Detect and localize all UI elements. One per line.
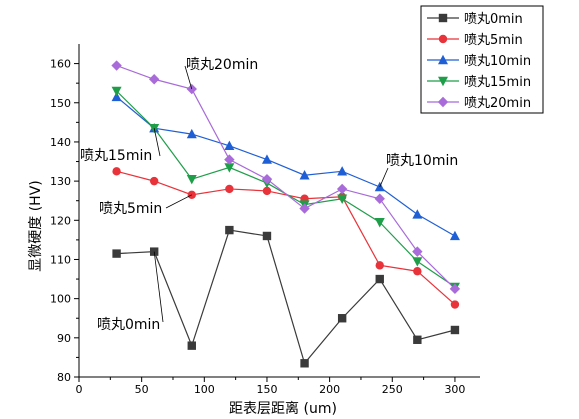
x-tick-label: 50: [135, 383, 149, 396]
data-point: [412, 209, 423, 219]
data-point: [262, 231, 272, 241]
x-tick-label: 0: [76, 383, 83, 396]
legend-marker: [438, 54, 448, 65]
legend: 喷丸0min 喷丸5min 喷丸10min 喷丸15min 喷丸20min: [420, 5, 544, 114]
annotation-leader: [379, 167, 389, 188]
data-point: [187, 341, 196, 350]
data-point: [224, 163, 235, 173]
annotation-leader: [153, 251, 164, 323]
series-line: [116, 90, 456, 288]
y-tick-label: 120: [50, 214, 71, 227]
legend-marker: [438, 13, 448, 23]
series-line: [116, 170, 456, 305]
legend-label: 喷丸20min: [464, 96, 531, 111]
annotation-label: 喷丸0min: [97, 317, 160, 333]
y-tick-label: 110: [50, 253, 71, 266]
data-point: [300, 359, 309, 368]
data-point: [261, 154, 272, 164]
annotations: 喷丸20min 喷丸15min 喷丸10min 喷丸5min 喷丸0min: [80, 57, 458, 333]
data-point: [224, 140, 235, 151]
y-tick-label: 90: [57, 332, 71, 345]
data-point: [299, 203, 310, 214]
annotation-label: 喷丸5min: [99, 201, 162, 217]
data-point: [449, 230, 460, 241]
legend-label: 喷丸5min: [464, 33, 523, 48]
legend-marker: [437, 96, 449, 108]
x-tick-label: 300: [444, 383, 465, 396]
annotation-label: 喷丸15min: [80, 148, 152, 164]
data-point: [186, 83, 197, 95]
annotation-leader: [184, 65, 193, 90]
data-point: [337, 314, 347, 323]
data-point: [299, 170, 310, 180]
data-point: [449, 283, 461, 295]
annotation-leader: [153, 128, 161, 157]
data-point: [375, 261, 384, 270]
data-point: [149, 247, 159, 256]
x-tick-label: 150: [256, 383, 277, 396]
y-tick-label: 140: [50, 136, 71, 149]
data-point: [225, 184, 234, 194]
annotation-label: 喷丸10min: [386, 153, 458, 169]
data-point: [148, 74, 160, 85]
data-point: [450, 325, 460, 335]
legend-label: 喷丸15min: [464, 75, 531, 90]
data-point: [112, 249, 121, 258]
y-tick-label: 100: [50, 293, 71, 306]
data-point: [186, 174, 197, 185]
x-axis-label: 距表层距离 (um): [229, 400, 337, 417]
legend-label: 喷丸0min: [464, 12, 523, 27]
axes: 0 50 100 150 200 250 300 80 90 100 110 120 130 140 150…: [50, 44, 480, 396]
series-line: [116, 64, 456, 290]
data-point: [374, 193, 385, 204]
legend-marker: [438, 76, 448, 87]
y-axis-label: 显微硬度 (HV): [28, 180, 44, 271]
data-point: [186, 128, 197, 139]
data-point: [413, 267, 422, 276]
data-point: [111, 60, 122, 71]
legend-label: 喷丸10min: [464, 54, 531, 69]
y-tick-label: 130: [50, 175, 71, 188]
annotation-label: 喷丸20min: [186, 57, 258, 73]
data-point: [374, 218, 385, 228]
data-point: [337, 166, 348, 176]
data-point: [225, 225, 234, 235]
series-layer: [111, 60, 461, 368]
legend-marker: [438, 34, 448, 44]
series-line: [116, 96, 456, 237]
data-point: [337, 194, 348, 204]
x-tick-label: 250: [382, 383, 403, 396]
data-point: [224, 154, 235, 165]
data-point: [262, 186, 272, 196]
annotation-leader: [165, 194, 192, 209]
y-tick-label: 160: [50, 58, 71, 71]
data-point: [336, 183, 348, 195]
data-point: [149, 176, 159, 186]
data-point: [111, 91, 122, 102]
data-point: [375, 274, 384, 284]
data-point: [413, 335, 422, 344]
data-point: [412, 257, 423, 267]
y-tick-label: 150: [50, 97, 71, 110]
data-point: [112, 167, 121, 176]
x-tick-label: 200: [319, 383, 340, 396]
data-point: [412, 246, 423, 257]
y-tick-label: 80: [57, 371, 71, 384]
x-tick-label: 100: [194, 383, 215, 396]
data-point: [450, 300, 460, 309]
data-point: [111, 86, 122, 97]
data-point: [261, 173, 273, 185]
series-line: [116, 229, 456, 365]
